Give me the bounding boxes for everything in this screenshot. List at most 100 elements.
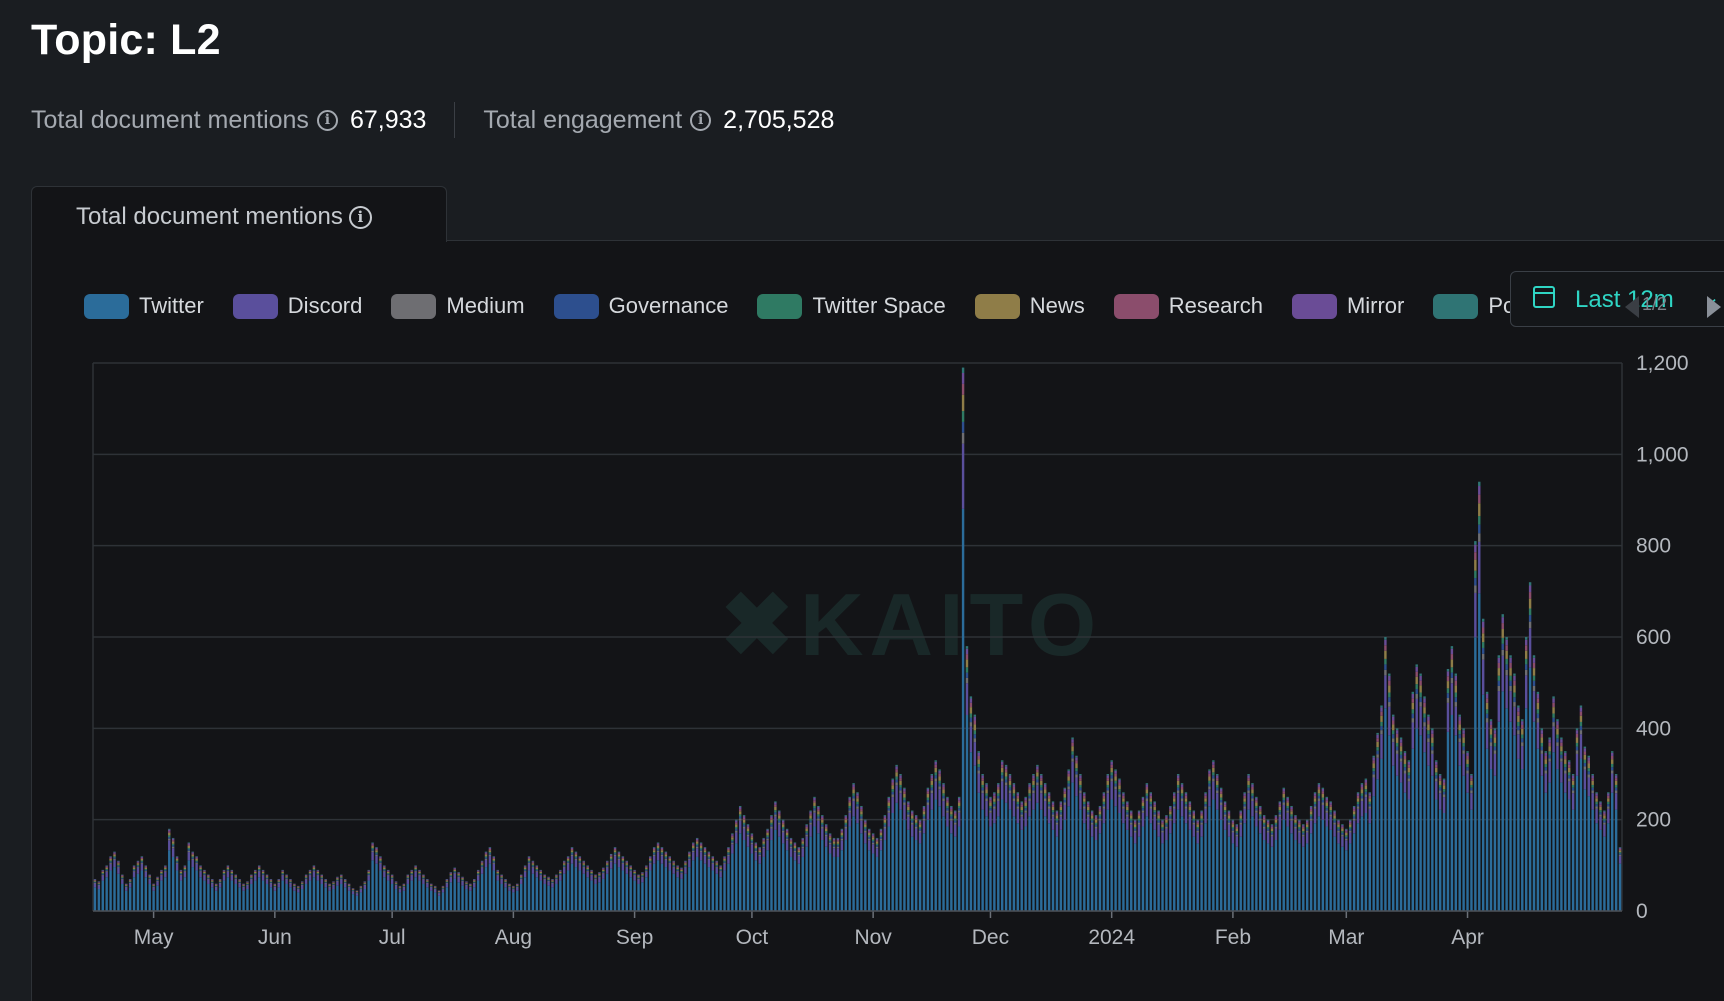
- bar-mirror[interactable]: [1126, 803, 1128, 805]
- bar-twitter-space[interactable]: [1478, 516, 1480, 525]
- bar-twitter[interactable]: [618, 867, 620, 911]
- bar-podcast[interactable]: [1380, 706, 1382, 708]
- bar-twitter-space[interactable]: [993, 802, 995, 804]
- bar-research[interactable]: [880, 831, 882, 833]
- bar-research[interactable]: [121, 876, 123, 877]
- bar-governance[interactable]: [626, 866, 628, 867]
- bar-discord[interactable]: [1040, 793, 1042, 809]
- bar-mirror[interactable]: [219, 879, 221, 880]
- bar-discord[interactable]: [508, 887, 510, 890]
- bar-mirror[interactable]: [1134, 821, 1136, 823]
- bar-twitter[interactable]: [1177, 810, 1179, 911]
- bar-medium[interactable]: [285, 879, 287, 880]
- bar-discord[interactable]: [1443, 797, 1445, 813]
- bar-twitter[interactable]: [1572, 810, 1574, 911]
- bar-discord[interactable]: [598, 878, 600, 883]
- bar-medium[interactable]: [508, 887, 510, 888]
- bar-research[interactable]: [1310, 809, 1312, 811]
- bar-discord[interactable]: [1048, 809, 1050, 823]
- bar-mirror[interactable]: [1118, 780, 1120, 783]
- bar-research[interactable]: [1611, 756, 1613, 759]
- bar-mirror[interactable]: [1584, 748, 1586, 751]
- bar-governance[interactable]: [802, 845, 804, 846]
- bar-research[interactable]: [645, 867, 647, 868]
- bar-discord[interactable]: [1451, 683, 1453, 715]
- bar-research[interactable]: [164, 867, 166, 868]
- bar-governance[interactable]: [950, 816, 952, 818]
- bar-mirror[interactable]: [798, 848, 800, 849]
- bar-medium[interactable]: [223, 875, 225, 876]
- bar-news[interactable]: [1400, 746, 1402, 751]
- bar-podcast[interactable]: [1384, 637, 1386, 640]
- bar-medium[interactable]: [145, 871, 147, 872]
- bar-medium[interactable]: [1283, 803, 1285, 805]
- bar-research[interactable]: [199, 867, 201, 868]
- bar-news[interactable]: [454, 870, 456, 871]
- bar-news[interactable]: [1607, 798, 1609, 802]
- bar-twitter[interactable]: [739, 833, 741, 911]
- bar-podcast[interactable]: [1103, 792, 1105, 793]
- bar-governance[interactable]: [231, 874, 233, 875]
- bar-mirror[interactable]: [1236, 825, 1238, 827]
- bar-mirror[interactable]: [516, 884, 518, 885]
- bar-twitter-space[interactable]: [1302, 831, 1304, 833]
- bar-twitter[interactable]: [1552, 752, 1554, 911]
- bar-news[interactable]: [524, 868, 526, 869]
- bar-discord[interactable]: [1521, 746, 1523, 769]
- bar-mirror[interactable]: [1419, 676, 1421, 681]
- bar-research[interactable]: [833, 840, 835, 841]
- bar-twitter-space[interactable]: [1013, 793, 1015, 796]
- bar-twitter[interactable]: [1302, 847, 1304, 911]
- bar-twitter-space[interactable]: [1083, 802, 1085, 804]
- bar-twitter[interactable]: [1083, 823, 1085, 911]
- bar-governance[interactable]: [1095, 825, 1097, 827]
- bar-governance[interactable]: [997, 796, 999, 799]
- bar-research[interactable]: [1181, 787, 1183, 790]
- bar-twitter[interactable]: [1599, 830, 1601, 911]
- bar-twitter-space[interactable]: [1310, 814, 1312, 816]
- bar-research[interactable]: [1521, 725, 1523, 729]
- bar-news[interactable]: [1580, 716, 1582, 722]
- legend-item-twitter[interactable]: Twitter: [84, 293, 204, 319]
- bar-mirror[interactable]: [1498, 658, 1500, 663]
- bar-research[interactable]: [211, 880, 213, 881]
- bar-twitter-space[interactable]: [129, 882, 131, 883]
- bar-news[interactable]: [657, 846, 659, 848]
- bar-news[interactable]: [1200, 816, 1202, 819]
- bar-medium[interactable]: [1228, 823, 1230, 825]
- bar-medium[interactable]: [1122, 807, 1124, 809]
- bar-podcast[interactable]: [1611, 751, 1613, 753]
- bar-governance[interactable]: [888, 808, 890, 810]
- bar-discord[interactable]: [770, 829, 772, 841]
- bar-news[interactable]: [1130, 816, 1132, 819]
- bar-news[interactable]: [1232, 824, 1234, 827]
- bar-governance[interactable]: [219, 882, 221, 883]
- bar-twitter[interactable]: [1181, 816, 1183, 911]
- bar-twitter-space[interactable]: [841, 835, 843, 837]
- bar-news[interactable]: [684, 863, 686, 865]
- bar-medium[interactable]: [117, 867, 119, 868]
- bar-research[interactable]: [1251, 787, 1253, 790]
- bar-discord[interactable]: [403, 887, 405, 890]
- bar-medium[interactable]: [1459, 738, 1461, 742]
- bar-discord[interactable]: [716, 868, 718, 874]
- bar-research[interactable]: [1142, 800, 1144, 802]
- bar-twitter-space[interactable]: [1419, 693, 1421, 698]
- bar-news[interactable]: [160, 872, 162, 873]
- bar-twitter[interactable]: [1044, 816, 1046, 911]
- bar-governance[interactable]: [536, 870, 538, 871]
- bar-medium[interactable]: [708, 859, 710, 860]
- bar-twitter[interactable]: [148, 884, 150, 911]
- bar-news[interactable]: [387, 872, 389, 873]
- bar-news[interactable]: [1459, 724, 1461, 730]
- bar-news[interactable]: [305, 876, 307, 877]
- bar-podcast[interactable]: [1087, 801, 1089, 802]
- bar-podcast[interactable]: [1431, 728, 1433, 730]
- bar-news[interactable]: [1451, 659, 1453, 667]
- bar-twitter[interactable]: [637, 884, 639, 911]
- bar-podcast[interactable]: [1216, 774, 1218, 775]
- bar-mirror[interactable]: [868, 830, 870, 832]
- bar-discord[interactable]: [520, 880, 522, 884]
- bar-governance[interactable]: [98, 884, 100, 885]
- bar-discord[interactable]: [156, 882, 158, 886]
